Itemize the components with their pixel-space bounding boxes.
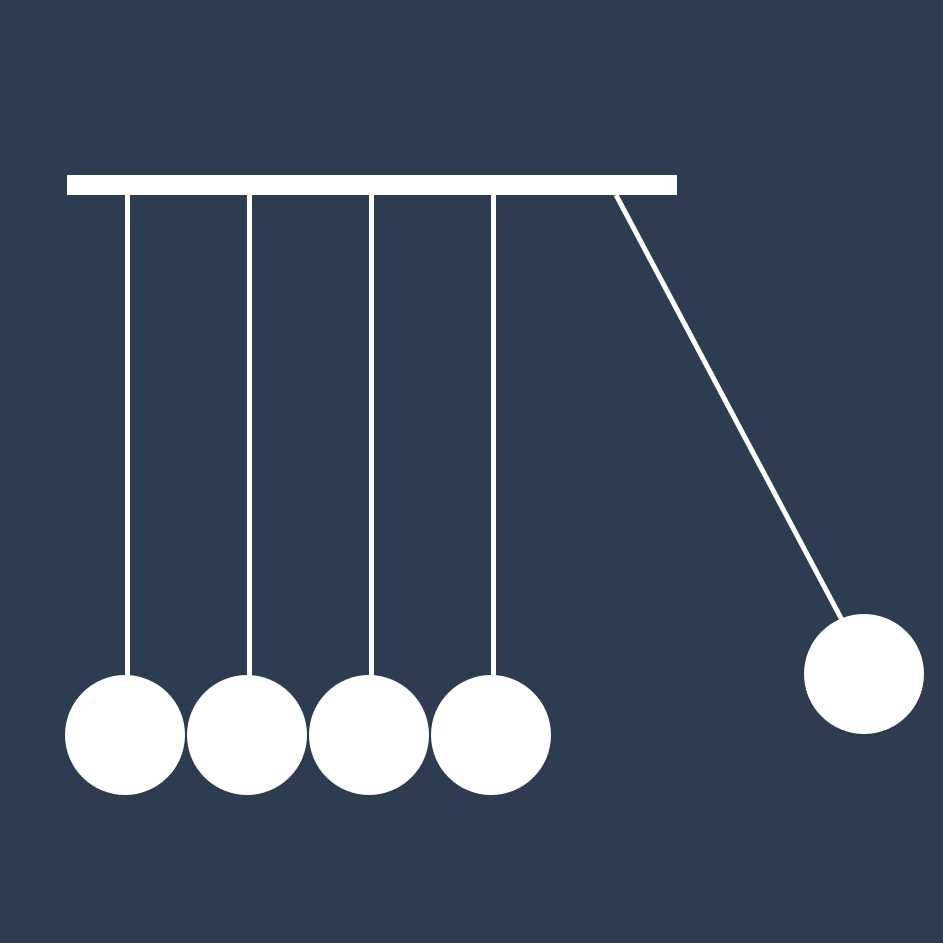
cradle-ball-1 — [65, 675, 185, 795]
cradle-ball-4 — [431, 675, 551, 795]
cradle-top-bar — [67, 175, 677, 195]
cradle-string-5-swinging — [613, 193, 845, 622]
cradle-ball-2 — [187, 675, 307, 795]
cradle-ball-5-swinging — [804, 614, 924, 734]
cradle-ball-3 — [309, 675, 429, 795]
